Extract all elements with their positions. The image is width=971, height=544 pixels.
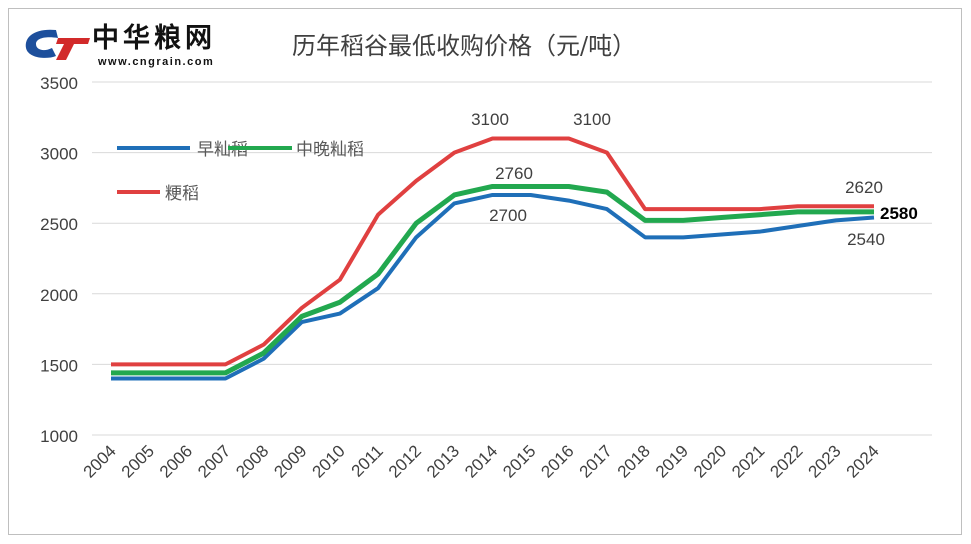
cngrain-logo-icon	[25, 29, 90, 60]
chart-title: 历年稻谷最低收购价格（元/吨）	[292, 32, 637, 60]
chart-border	[8, 8, 962, 535]
logo-name: 中华粮网	[92, 23, 216, 54]
logo-url: www.cngrain.com	[98, 56, 215, 68]
